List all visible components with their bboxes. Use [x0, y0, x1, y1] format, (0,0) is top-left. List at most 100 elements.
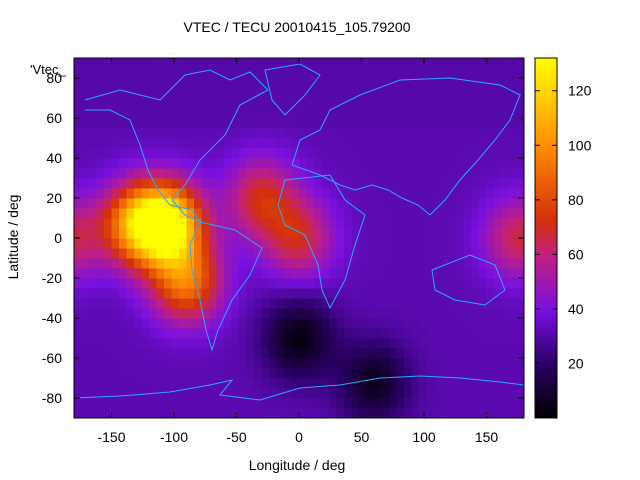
heatmap-cell — [224, 138, 232, 149]
heatmap-cell — [486, 358, 495, 369]
heatmap-cell — [389, 68, 397, 79]
heatmap-cell — [104, 108, 112, 119]
heatmap-cell — [389, 158, 397, 169]
heatmap-cell — [119, 408, 127, 418]
heatmap-cell — [396, 178, 405, 189]
heatmap-cell — [186, 308, 195, 319]
heatmap-cell — [441, 298, 450, 309]
heatmap-cell — [486, 278, 495, 289]
heatmap-cell — [291, 268, 300, 279]
heatmap-cell — [209, 338, 217, 349]
heatmap-cell — [194, 238, 202, 249]
heatmap-cell — [96, 398, 105, 409]
heatmap-cell — [374, 78, 382, 89]
heatmap-cell — [231, 208, 240, 219]
heatmap-cell — [284, 118, 292, 129]
heatmap-cell — [516, 358, 524, 369]
heatmap-cell — [306, 178, 315, 189]
heatmap-cell — [464, 88, 472, 99]
heatmap-cell — [179, 138, 187, 149]
heatmap-cell — [516, 108, 524, 119]
heatmap-cell — [321, 308, 330, 319]
heatmap-cell — [171, 318, 180, 329]
heatmap-cell — [329, 268, 337, 279]
heatmap-cell — [104, 208, 112, 219]
heatmap-cell — [471, 328, 480, 339]
heatmap-cell — [134, 128, 142, 139]
heatmap-cell — [486, 308, 495, 319]
heatmap-cell — [89, 258, 97, 269]
heatmap-cell — [486, 208, 495, 219]
heatmap-cell — [119, 268, 127, 279]
heatmap-cell — [344, 78, 352, 89]
heatmap-cell — [344, 178, 352, 189]
heatmap-cell — [284, 68, 292, 79]
heatmap-cell — [411, 58, 420, 69]
heatmap-cell — [194, 88, 202, 99]
heatmap-cell — [419, 128, 427, 139]
heatmap-cell — [366, 178, 375, 189]
heatmap-cell — [321, 388, 330, 399]
heatmap-cell — [411, 208, 420, 219]
heatmap-cell — [351, 308, 360, 319]
heatmap-cell — [119, 68, 127, 79]
heatmap-cell — [501, 128, 510, 139]
heatmap-cell — [254, 98, 262, 109]
heatmap-cell — [404, 258, 412, 269]
heatmap-cell — [404, 68, 412, 79]
heatmap-cell — [411, 288, 420, 299]
heatmap-cell — [411, 278, 420, 289]
heatmap-cell — [134, 258, 142, 269]
heatmap-cell — [239, 198, 247, 209]
heatmap-cell — [149, 188, 157, 199]
heatmap-cell — [209, 218, 217, 229]
heatmap-cell — [186, 78, 195, 89]
heatmap-cell — [224, 358, 232, 369]
heatmap-cell — [284, 218, 292, 229]
heatmap-cell — [104, 298, 112, 309]
heatmap-cell — [396, 368, 405, 379]
heatmap-cell — [134, 188, 142, 199]
heatmap-cell — [381, 318, 390, 329]
heatmap-cell — [276, 338, 285, 349]
heatmap-cell — [359, 268, 367, 279]
heatmap-cell — [111, 248, 120, 259]
heatmap-cell — [494, 178, 502, 189]
heatmap-cell — [374, 288, 382, 299]
heatmap-cell — [366, 168, 375, 179]
heatmap-cell — [426, 218, 435, 229]
heatmap-cell — [494, 298, 502, 309]
heatmap-cell — [261, 408, 270, 418]
heatmap-cell — [141, 118, 150, 129]
heatmap-cell — [456, 308, 465, 319]
heatmap-cell — [374, 248, 382, 259]
heatmap-cell — [224, 148, 232, 159]
heatmap-cell — [411, 188, 420, 199]
heatmap-cell — [179, 78, 187, 89]
heatmap-cell — [344, 168, 352, 179]
heatmap-cell — [329, 98, 337, 109]
heatmap-cell — [81, 358, 90, 369]
heatmap-cell — [89, 338, 97, 349]
heatmap-cell — [306, 388, 315, 399]
heatmap-cell — [501, 198, 510, 209]
heatmap-cell — [344, 68, 352, 79]
heatmap-cell — [201, 298, 210, 309]
heatmap-cell — [501, 278, 510, 289]
heatmap-cell — [486, 178, 495, 189]
heatmap-cell — [231, 98, 240, 109]
heatmap-cell — [254, 328, 262, 339]
heatmap-cell — [261, 168, 270, 179]
heatmap-cell — [486, 118, 495, 129]
heatmap-cell — [509, 218, 517, 229]
heatmap-cell — [501, 208, 510, 219]
heatmap-cell — [389, 148, 397, 159]
heatmap-cell — [179, 108, 187, 119]
heatmap-cell — [194, 118, 202, 129]
heatmap-cell — [471, 388, 480, 399]
heatmap-cell — [426, 248, 435, 259]
heatmap-cell — [516, 398, 524, 409]
coastline-south-america — [189, 221, 263, 352]
heatmap-cell — [81, 98, 90, 109]
heatmap-cell — [209, 138, 217, 149]
